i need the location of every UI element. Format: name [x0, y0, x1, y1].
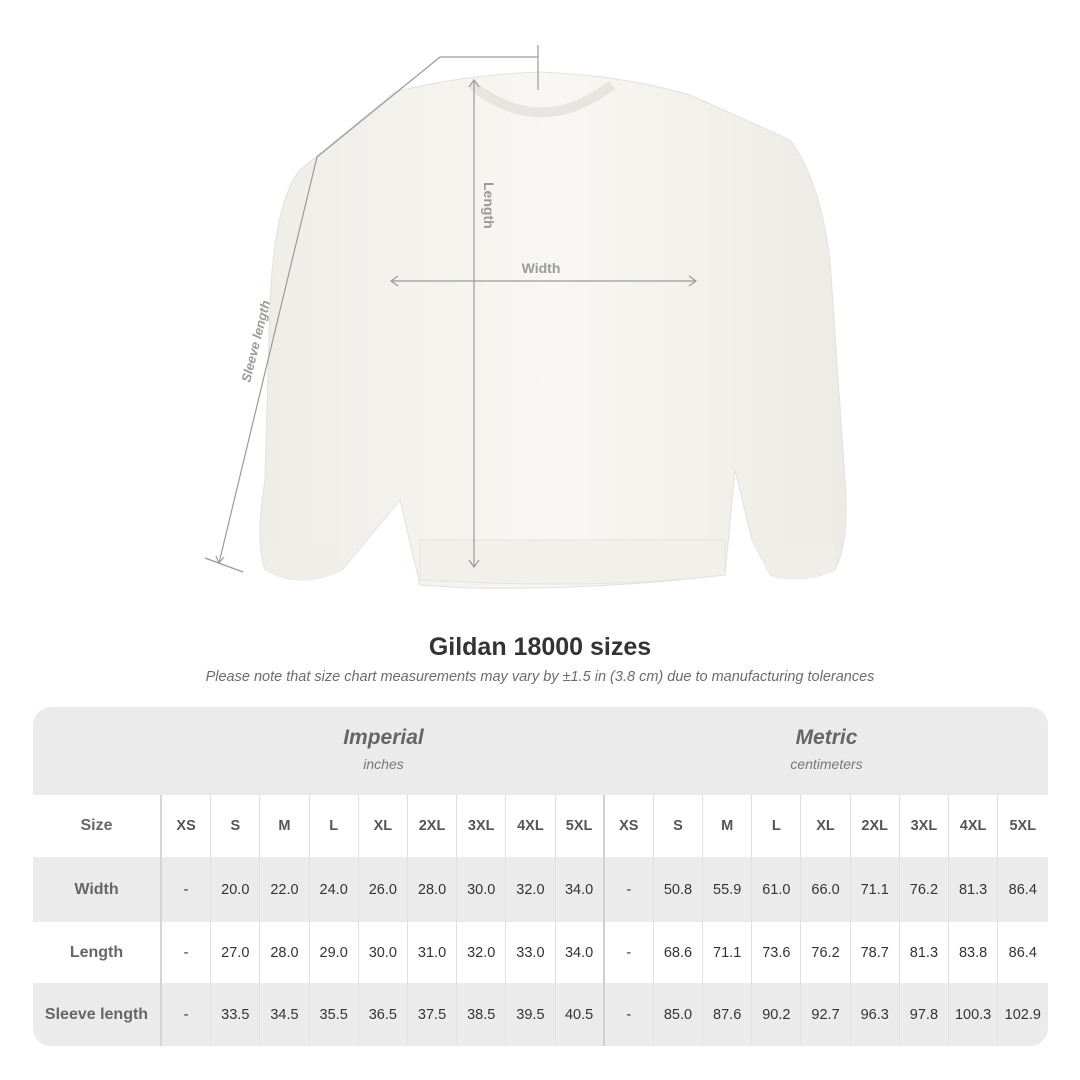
table-cell: -: [605, 857, 654, 922]
size-header-cell: 5XL: [1009, 818, 1037, 834]
table-cell: 76.2: [801, 922, 851, 983]
size-header-cell: XL: [801, 795, 851, 857]
size-header-cell: 2XL: [408, 795, 458, 857]
table-cell: 34.5: [260, 983, 310, 1046]
sweatshirt-diagram: Length Width Sleeve length: [204, 45, 847, 589]
table-cell: 28.0: [408, 857, 458, 922]
table-cell: 81.3: [949, 857, 999, 922]
imperial-group-header: Imperial inches: [162, 707, 605, 795]
table-row: Sleeve length -33.5 34.5 35.5 36.5 37.5 38.5 39…: [33, 983, 1048, 1046]
size-header-cell: S: [211, 795, 261, 857]
table-cell: 37.5: [408, 983, 458, 1046]
size-header-cell: 2XL: [851, 795, 900, 857]
table-cell: 55.9: [703, 857, 753, 922]
table-cell: 92.7: [801, 983, 851, 1046]
table-cell: 81.3: [900, 922, 949, 983]
table-cell: 76.2: [900, 857, 949, 922]
table-cell: 100.3: [949, 983, 999, 1046]
table-cell: 73.6: [752, 922, 802, 983]
table-cell: 85.0: [654, 983, 704, 1046]
table-cell: 30.0: [359, 922, 408, 983]
measurement-lines: [204, 45, 698, 573]
table-cell: 96.3: [851, 983, 900, 1046]
size-header-cell: 3XL: [900, 795, 949, 857]
size-header-cell: 3XL: [457, 795, 507, 857]
table-cell: 29.0: [310, 922, 359, 983]
table-cell: 61.0: [752, 857, 802, 922]
metric-group-header: Metric centimeters: [605, 707, 1048, 795]
table-cell: 40.5: [556, 983, 605, 1046]
table-cell: 38.5: [457, 983, 507, 1046]
width-label: Width: [522, 260, 561, 276]
size-header-cell: M: [260, 795, 310, 857]
size-header-cell: 4XL: [949, 795, 999, 857]
table-cell: -: [605, 922, 654, 983]
size-header-cell: S: [654, 795, 704, 857]
size-header-row: Size XS S M L XL 2XL 3XL 4XL 5XL XS S M L XL 2XL 3XL 4XL 5…: [33, 795, 1048, 857]
table-cell: 66.0: [801, 857, 851, 922]
row-label: Length: [33, 922, 162, 983]
page-title: Gildan 18000 sizes: [428, 633, 652, 661]
row-label: Width: [33, 857, 162, 922]
metric-unit: centimeters: [790, 756, 863, 772]
table-cell: -: [162, 983, 212, 1046]
length-label: Length: [481, 182, 497, 229]
table-cell: -: [162, 857, 212, 922]
table-cell: 30.0: [457, 857, 507, 922]
table-cell: 24.0: [310, 857, 359, 922]
table-cell: 20.0: [211, 857, 261, 922]
size-table: Imperial inches Metric centimeters Size X…: [33, 707, 1048, 1046]
table-cell: -: [605, 983, 654, 1046]
table-row: Width -20.0 22.0 24.0 26.0 28.0 30.0 32.0 34.0-5…: [33, 857, 1048, 922]
table-cell: 39.5: [506, 983, 556, 1046]
table-cell: 26.0: [359, 857, 408, 922]
table-cell: 86.4: [1008, 881, 1037, 898]
size-header-cell: L: [752, 795, 802, 857]
table-cell: 34.0: [556, 857, 605, 922]
table-cell: 34.0: [556, 922, 605, 983]
table-cell: 78.7: [851, 922, 900, 983]
size-header-cell: L: [310, 795, 359, 857]
table-cell: 33.5: [211, 983, 261, 1046]
table-cell: 87.6: [703, 983, 753, 1046]
table-cell: 97.8: [900, 983, 949, 1046]
table-cell: 71.1: [851, 857, 900, 922]
sweatshirt-image: [259, 71, 847, 589]
row-label: Size: [33, 795, 162, 857]
size-header-cell: XS: [162, 795, 212, 857]
table-cell: 27.0: [211, 922, 261, 983]
table-cell: 50.8: [654, 857, 704, 922]
size-header-cell: 4XL: [506, 795, 556, 857]
metric-heading: Metric: [795, 726, 858, 749]
table-cell: 28.0: [260, 922, 310, 983]
table-cell: 71.1: [703, 922, 753, 983]
table-row: Length -27.0 28.0 29.0 30.0 31.0 32.0 33.0 34.0-…: [33, 922, 1048, 983]
table-cell: 90.2: [752, 983, 802, 1046]
row-label: Sleeve length: [33, 983, 162, 1046]
tolerance-note: Please note that size chart measurements…: [205, 669, 875, 685]
table-cell: 33.0: [506, 922, 556, 983]
table-cell: 86.4: [1008, 944, 1037, 961]
size-header-cell: 5XL: [556, 795, 605, 857]
table-cell: 22.0: [260, 857, 310, 922]
table-cell: 102.9: [1004, 1006, 1041, 1023]
table-cell: -: [162, 922, 212, 983]
size-header-cell: M: [703, 795, 753, 857]
table-cell: 36.5: [359, 983, 408, 1046]
table-cell: 68.6: [654, 922, 704, 983]
size-header-cell: XL: [359, 795, 408, 857]
imperial-unit: inches: [363, 756, 404, 772]
table-cell: 83.8: [949, 922, 999, 983]
imperial-heading: Imperial: [343, 726, 424, 749]
table-cell: 32.0: [506, 857, 556, 922]
table-cell: 31.0: [408, 922, 458, 983]
size-header-cell: XS: [605, 795, 654, 857]
table-cell: 32.0: [457, 922, 507, 983]
table-cell: 35.5: [310, 983, 359, 1046]
